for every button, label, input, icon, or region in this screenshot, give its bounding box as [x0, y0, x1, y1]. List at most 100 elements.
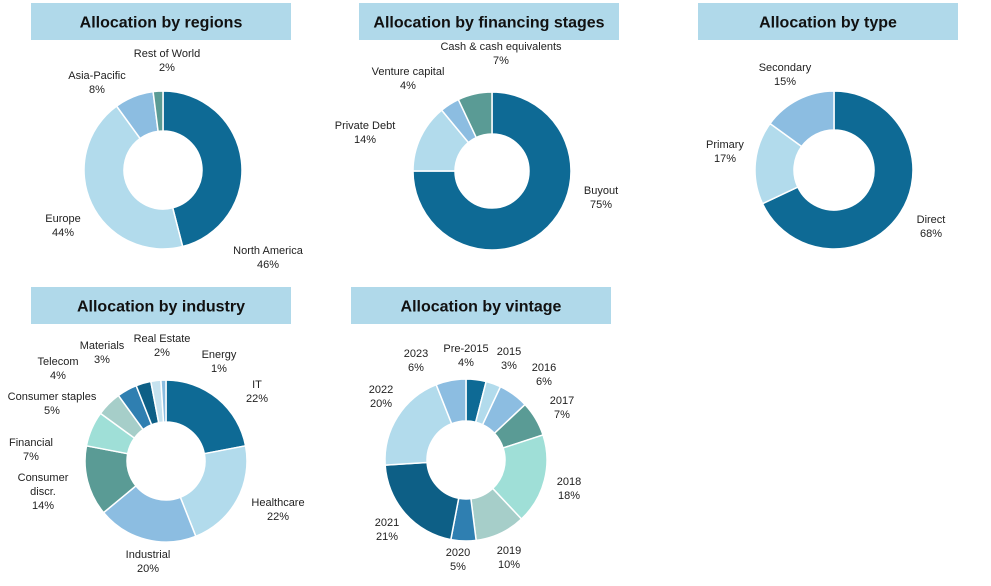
donut-slice-buyout	[412, 91, 572, 251]
slice-category-label: Direct	[917, 214, 946, 226]
slice-label-2016: 2016 6%	[532, 362, 556, 388]
slice-label-private-debt: Private Debt 14%	[335, 120, 396, 146]
slice-label-it: IT 22%	[246, 379, 268, 405]
slice-category-label: Cash & cash equivalents	[440, 41, 562, 53]
slice-category-label: Energy	[202, 349, 237, 361]
chart-title-background	[31, 287, 291, 324]
chart-title-background	[698, 3, 958, 40]
slice-percent-label: 4%	[50, 370, 66, 382]
slice-percent-label: 15%	[774, 76, 796, 88]
slice-percent-label: 7%	[23, 451, 39, 463]
slice-category-label: 2015	[497, 346, 521, 358]
chart-allocation-by-industry: Allocation by industry IT 22% Healthcare 22%…	[8, 287, 305, 575]
slice-label-rest-of-world: Rest of World 2%	[134, 48, 200, 74]
slice-category-label: Buyout	[584, 185, 618, 197]
donut-slice-north-america	[162, 90, 243, 248]
slice-label-north-america: North America 46%	[233, 245, 304, 271]
slice-percent-label: 7%	[554, 409, 570, 421]
slice-percent-label: 75%	[590, 199, 612, 211]
slice-percent-label: 22%	[267, 511, 289, 523]
slice-percent-label: 14%	[32, 500, 54, 512]
slice-percent-label: 20%	[137, 563, 159, 575]
slice-category-label: Materials	[80, 340, 125, 352]
slice-percent-label: 1%	[211, 363, 227, 375]
slice-label-financial: Financial 7%	[9, 437, 53, 463]
slice-percent-label: 14%	[354, 134, 376, 146]
donut-slice-rest-of-world	[152, 90, 164, 133]
slice-percent-label: 8%	[89, 84, 105, 96]
slice-label-2020: 2020 5%	[446, 547, 470, 573]
slice-category-label: 2023	[404, 348, 428, 360]
slice-percent-label: 5%	[44, 405, 60, 417]
slice-label-secondary: Secondary 15%	[759, 62, 812, 88]
slice-category-label: Pre-2015	[443, 343, 488, 355]
slice-category-label: 2017	[550, 395, 574, 407]
slice-percent-label: 2%	[159, 62, 175, 74]
slice-percent-label: 3%	[94, 354, 110, 366]
slice-label-direct: Direct 68%	[917, 214, 946, 240]
slice-category-label: Financial	[9, 437, 53, 449]
slice-percent-label: 21%	[376, 531, 398, 543]
donut-slice-secondary	[769, 90, 835, 148]
chart-allocation-by-regions: Allocation by regions North America 46% Eur…	[31, 3, 304, 271]
slice-label-2021: 2021 21%	[375, 517, 399, 543]
donut-slice-2021	[384, 461, 460, 541]
slice-label-2023: 2023 6%	[404, 348, 428, 374]
slice-label-energy: Energy 1%	[202, 349, 237, 375]
slice-label-2022: 2022 20%	[369, 384, 393, 410]
chart-title: Allocation by financing stages	[373, 15, 604, 32]
chart-title-background	[31, 3, 291, 40]
chart-allocation-by-type: Allocation by type Direct 68% Primary 17% Sec…	[698, 3, 958, 250]
slice-label-materials: Materials 3%	[80, 340, 125, 366]
slice-percent-label: 4%	[458, 357, 474, 369]
slice-category-label: IT	[252, 379, 262, 391]
slice-category-label: 2019	[497, 545, 521, 557]
slice-percent-label: 2%	[154, 347, 170, 359]
slice-percent-label: 44%	[52, 227, 74, 239]
slice-category-label: Private Debt	[335, 120, 396, 132]
slice-label-telecom: Telecom 4%	[38, 356, 79, 382]
slice-category-label: Industrial	[126, 549, 171, 561]
chart-title-background	[351, 287, 611, 324]
chart-title: Allocation by type	[759, 15, 897, 32]
slice-category-label: Europe	[45, 213, 80, 225]
slice-label-2015: 2015 3%	[497, 346, 521, 372]
slice-category-label: Venture capital	[372, 66, 445, 78]
donut-slice-direct	[761, 90, 914, 250]
slice-label-consumer-staples: Consumer staples 5%	[8, 391, 97, 417]
slice-category-label: North America	[233, 245, 304, 257]
slice-category-label: Asia-Pacific	[68, 70, 126, 82]
slice-category-label: Primary	[706, 139, 744, 151]
slice-percent-label: 6%	[408, 362, 424, 374]
slice-label-industrial: Industrial 20%	[126, 549, 171, 575]
slice-category-label: Healthcare	[251, 497, 304, 509]
chart-title: Allocation by vintage	[401, 299, 562, 316]
slice-category-label: 2022	[369, 384, 393, 396]
slice-label-primary: Primary 17%	[706, 139, 744, 165]
slice-label-healthcare: Healthcare 22%	[251, 497, 304, 523]
slice-label-asia-pacific: Asia-Pacific 8%	[68, 70, 126, 96]
slice-category-label: Telecom	[38, 356, 79, 368]
slice-category-label: 2018	[557, 476, 581, 488]
slice-percent-label: 18%	[558, 490, 580, 502]
donut-slice-energy	[160, 379, 167, 423]
chart-title-background	[359, 3, 619, 40]
slice-percent-label: 20%	[370, 398, 392, 410]
slice-label-2019: 2019 10%	[497, 545, 521, 571]
slice-category-label: 2016	[532, 362, 556, 374]
slice-label-real-estate: Real Estate 2%	[134, 333, 191, 359]
slice-percent-label: 5%	[450, 561, 466, 573]
donut-slice-europe	[83, 105, 184, 250]
slice-percent-label: 3%	[501, 360, 517, 372]
slice-percent-label: 68%	[920, 228, 942, 240]
slice-percent-label: 46%	[257, 259, 279, 271]
slice-percent-label: 4%	[400, 80, 416, 92]
slice-label-2017: 2017 7%	[550, 395, 574, 421]
slice-category-label: Consumer staples	[8, 391, 97, 403]
slice-percent-label: 10%	[498, 559, 520, 571]
slice-category-label: Secondary	[759, 62, 812, 74]
slice-label-pre-2015: Pre-2015 4%	[443, 343, 488, 369]
slice-percent-label: 6%	[536, 376, 552, 388]
